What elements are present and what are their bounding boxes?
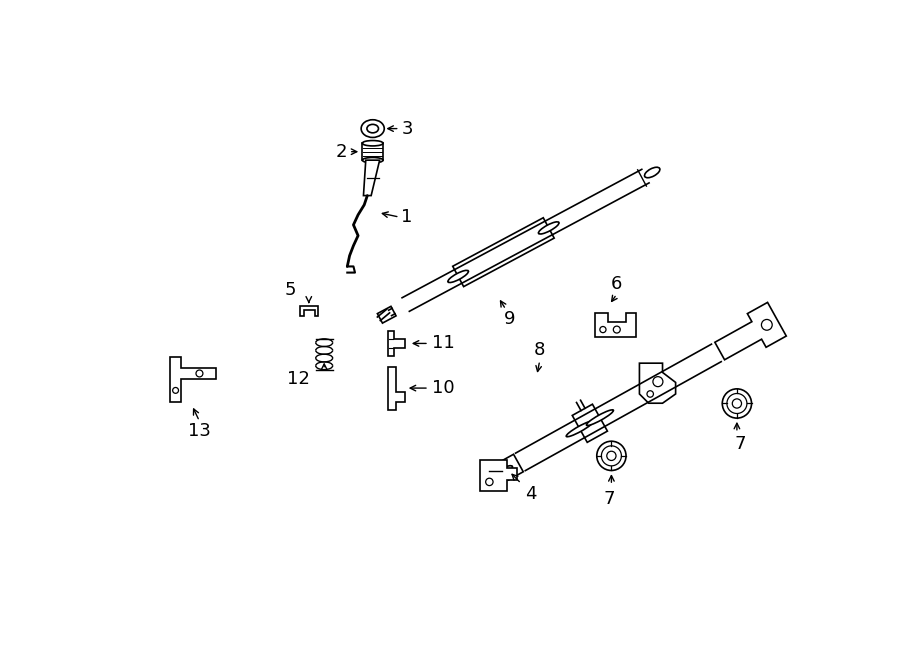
Ellipse shape	[723, 389, 752, 418]
Polygon shape	[300, 307, 318, 317]
Polygon shape	[499, 454, 523, 480]
Ellipse shape	[363, 157, 383, 163]
Text: 7: 7	[734, 434, 746, 453]
Text: 2: 2	[336, 143, 347, 161]
Ellipse shape	[601, 446, 621, 466]
Text: 8: 8	[534, 340, 545, 358]
Polygon shape	[480, 460, 518, 491]
Ellipse shape	[367, 124, 379, 133]
Polygon shape	[639, 363, 676, 403]
Text: 9: 9	[504, 310, 515, 328]
Ellipse shape	[727, 393, 747, 414]
Ellipse shape	[363, 141, 383, 146]
Polygon shape	[170, 358, 216, 402]
Polygon shape	[595, 313, 636, 337]
Text: 13: 13	[188, 422, 211, 440]
Text: 3: 3	[401, 120, 413, 137]
Polygon shape	[715, 302, 787, 360]
Ellipse shape	[733, 399, 742, 408]
Polygon shape	[364, 160, 380, 196]
Bar	[363, 143, 383, 160]
Text: 1: 1	[401, 208, 412, 226]
Polygon shape	[572, 405, 608, 442]
Ellipse shape	[361, 120, 384, 137]
Text: 12: 12	[286, 370, 310, 388]
Ellipse shape	[597, 442, 626, 471]
Polygon shape	[388, 331, 405, 356]
Text: 10: 10	[432, 379, 454, 397]
Text: 11: 11	[432, 334, 454, 352]
Ellipse shape	[495, 466, 512, 477]
Polygon shape	[377, 306, 396, 323]
Ellipse shape	[587, 410, 614, 426]
Text: 6: 6	[611, 275, 623, 293]
Text: 4: 4	[525, 485, 536, 503]
Ellipse shape	[566, 421, 593, 437]
Ellipse shape	[538, 222, 559, 234]
Ellipse shape	[607, 451, 616, 461]
Polygon shape	[453, 217, 554, 287]
Text: 5: 5	[284, 280, 296, 299]
Text: 7: 7	[603, 490, 615, 508]
Polygon shape	[388, 367, 405, 410]
Ellipse shape	[644, 167, 660, 178]
Ellipse shape	[448, 270, 469, 282]
